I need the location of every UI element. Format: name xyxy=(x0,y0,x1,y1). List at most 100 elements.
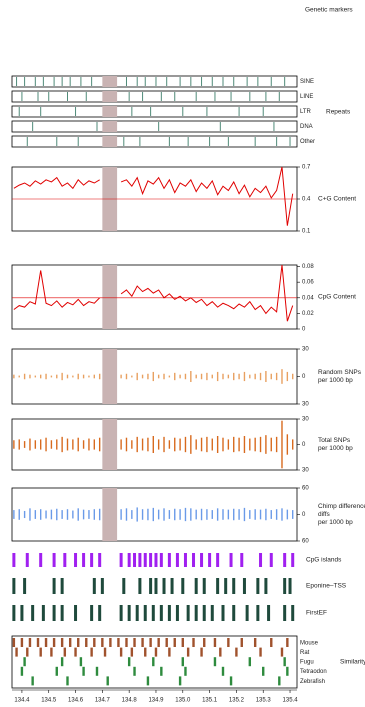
y-tick-label: 0 xyxy=(302,512,306,518)
feature xyxy=(175,553,179,567)
similarity-mark xyxy=(253,638,257,647)
feature xyxy=(229,553,233,567)
similarity-mark xyxy=(149,638,152,647)
feature xyxy=(183,553,187,567)
feature xyxy=(288,578,292,594)
similarity-mark xyxy=(15,647,18,657)
y-tick-label: 0 xyxy=(302,374,306,380)
similarity-mark xyxy=(109,638,112,647)
feature xyxy=(154,578,158,594)
highlight-region xyxy=(102,419,118,470)
feature xyxy=(267,605,271,621)
feature xyxy=(149,553,153,567)
track-title: diffs xyxy=(318,511,331,518)
highlight-region xyxy=(102,106,118,117)
feature xyxy=(92,578,96,594)
feature xyxy=(149,578,153,594)
x-tick-label: 134.6 xyxy=(68,698,84,704)
feature xyxy=(151,605,155,621)
row-label: Fugu xyxy=(300,660,314,666)
similarity-mark xyxy=(192,638,195,647)
feature xyxy=(264,578,268,594)
repeat-row xyxy=(11,105,298,118)
feature xyxy=(31,605,35,621)
y-tick-label: 0.04 xyxy=(302,295,314,301)
similarity-mark xyxy=(173,638,176,647)
feature xyxy=(154,553,158,567)
similarity-mark xyxy=(60,638,64,647)
y-tick-label: 0.1 xyxy=(302,229,311,235)
similarity-mark xyxy=(63,647,67,657)
highlight-region xyxy=(102,488,118,541)
similarity-mark xyxy=(144,647,147,657)
feature xyxy=(90,553,94,567)
feature xyxy=(74,553,78,567)
x-tick-label: 134.8 xyxy=(122,698,138,704)
similarity-mark xyxy=(278,676,281,686)
feature xyxy=(232,605,236,621)
y-tick-label: 30 xyxy=(302,402,309,408)
feature xyxy=(283,605,287,621)
similarity-mark xyxy=(125,638,128,647)
feature xyxy=(175,605,179,621)
similarity-mark xyxy=(286,666,289,676)
feature xyxy=(23,578,27,594)
similarity-mark xyxy=(146,676,150,686)
similarity-mark xyxy=(93,638,96,647)
x-tick-label: 134.7 xyxy=(95,698,111,704)
row-label: LTR xyxy=(300,109,312,115)
row-label: Other xyxy=(300,139,315,145)
y-tick-label: 0.7 xyxy=(302,165,311,171)
feature xyxy=(242,578,246,594)
similarity-mark xyxy=(50,647,53,657)
similarity-mark xyxy=(227,638,230,647)
similarity-mark xyxy=(66,676,69,686)
feature xyxy=(208,553,212,567)
y-tick-label: 30 xyxy=(302,417,309,423)
similarity-mark xyxy=(117,638,120,647)
y-tick-label: 0 xyxy=(302,442,306,448)
x-tick-label: 135.2 xyxy=(229,698,245,704)
feature xyxy=(194,578,198,594)
feature xyxy=(216,553,220,567)
similarity-mark xyxy=(77,638,80,647)
similarity-mark xyxy=(133,638,136,647)
row-label: SINE xyxy=(300,79,314,85)
similarity-mark xyxy=(44,638,48,647)
repeat-row xyxy=(11,135,298,148)
similarity-mark xyxy=(160,666,163,676)
similarity-mark xyxy=(119,647,123,657)
similarity-mark xyxy=(178,676,182,686)
similarity-mark xyxy=(101,638,104,647)
similarity-mark xyxy=(154,647,158,657)
feature xyxy=(82,553,86,567)
y-tick-label: 0.4 xyxy=(302,197,311,203)
highlight-region xyxy=(102,121,118,132)
similarity-mark xyxy=(82,666,85,676)
feature xyxy=(283,553,287,567)
y-tick-label: 0.02 xyxy=(302,311,314,317)
similarity-mark xyxy=(74,647,77,657)
highlight-region xyxy=(102,91,118,102)
similarity-mark xyxy=(68,638,72,647)
similarity-mark xyxy=(213,657,217,667)
similarity-mark xyxy=(55,666,58,676)
similarity-mark xyxy=(248,657,252,667)
similarity-mark xyxy=(85,638,88,647)
feature xyxy=(127,605,131,621)
y-tick-label: 30 xyxy=(302,468,309,474)
similarity-mark xyxy=(141,638,144,647)
x-tick-label: 135.3 xyxy=(256,698,272,704)
similarity-mark xyxy=(157,638,160,647)
feature xyxy=(20,605,24,621)
highlight-region xyxy=(102,349,118,404)
similarity-mark xyxy=(181,657,184,667)
track-title: CpG islands xyxy=(306,557,342,564)
feature xyxy=(60,605,64,621)
feature xyxy=(256,605,260,621)
x-tick-label: 135.0 xyxy=(175,698,191,704)
feature xyxy=(210,605,214,621)
track-title: per 1000 bp xyxy=(318,519,353,526)
feature xyxy=(159,553,163,567)
feature xyxy=(216,578,220,594)
